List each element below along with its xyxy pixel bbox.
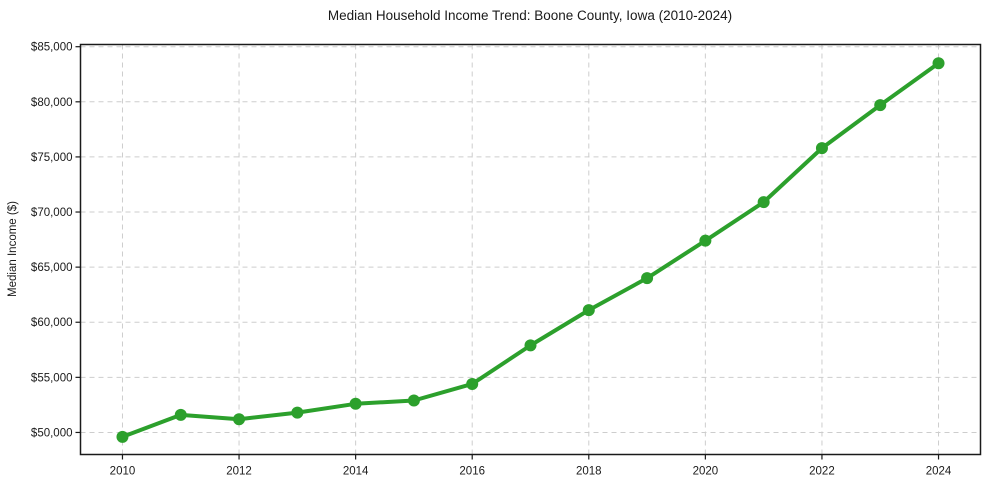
y-tick-label: $55,000 — [31, 372, 73, 384]
data-point-marker — [641, 272, 654, 285]
data-point-marker — [116, 430, 129, 443]
x-tick-label: 2024 — [926, 466, 952, 478]
data-point-marker — [349, 397, 362, 410]
x-tick-label: 2014 — [343, 466, 369, 478]
data-point-marker — [582, 304, 595, 317]
data-point-marker — [757, 196, 770, 209]
y-tick-label: $70,000 — [31, 207, 73, 219]
data-point-marker — [407, 394, 420, 407]
y-tick-label: $85,000 — [31, 42, 73, 54]
data-point-marker — [699, 234, 712, 247]
trend-line — [120, 61, 941, 439]
chart-title: Median Household Income Trend: Boone Cou… — [327, 8, 733, 23]
x-tick-label: 2018 — [576, 466, 602, 478]
x-tick-label: 2012 — [226, 466, 252, 478]
y-tick-label: $50,000 — [31, 427, 73, 439]
data-point-marker — [874, 99, 887, 112]
x-tick-label: 2010 — [110, 466, 136, 478]
x-tick-label: 2022 — [809, 466, 835, 478]
data-point-marker — [932, 57, 945, 70]
data-point-marker — [524, 339, 537, 352]
data-point-marker — [233, 413, 246, 426]
data-point-marker — [466, 377, 479, 390]
y-tick-label: $65,000 — [31, 262, 73, 274]
axes-frame — [79, 43, 982, 456]
data-point-marker — [291, 406, 304, 419]
x-tick-label: 2016 — [459, 466, 485, 478]
y-tick-label: $80,000 — [31, 97, 73, 109]
data-point-marker — [174, 408, 187, 421]
y-tick-label: $75,000 — [31, 152, 73, 164]
y-tick-label: $60,000 — [31, 317, 73, 329]
data-point-marker — [815, 142, 828, 155]
x-tick-label: 2020 — [693, 466, 719, 478]
